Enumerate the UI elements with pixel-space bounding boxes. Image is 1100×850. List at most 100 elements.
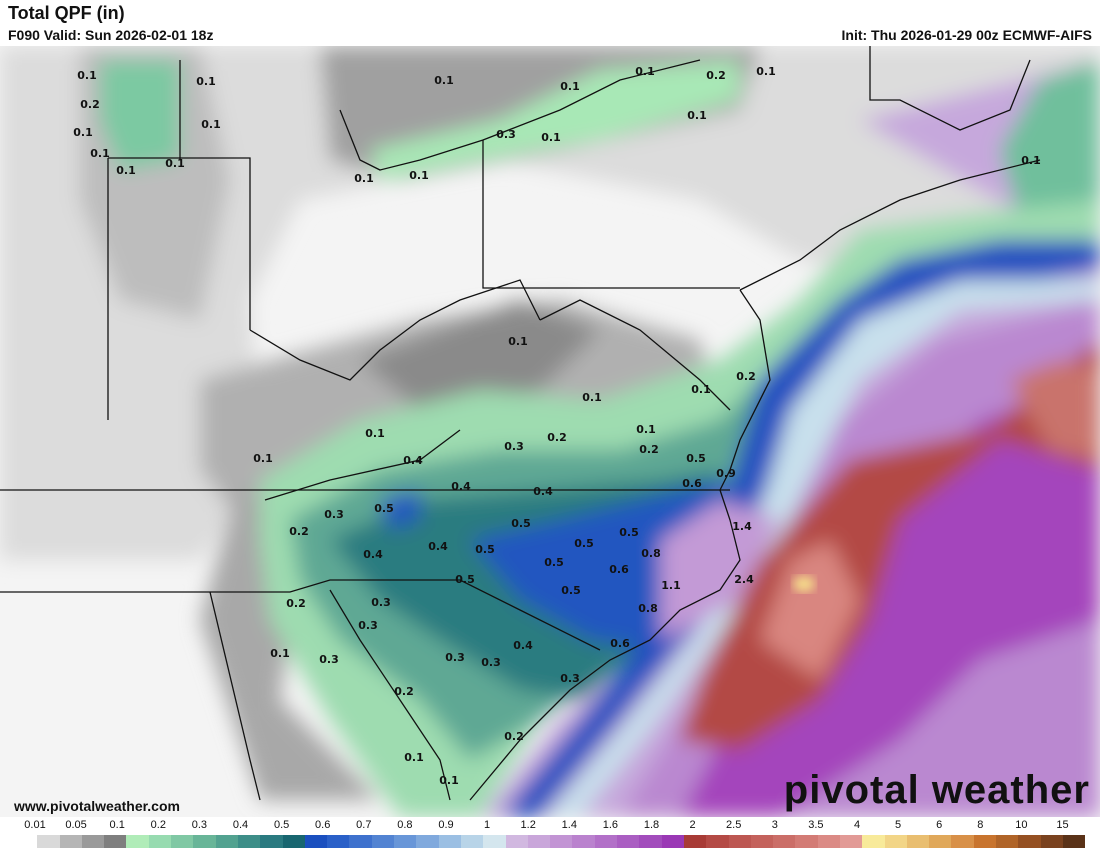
colorbar-label: 3: [771, 819, 778, 831]
qpf-value-label: 0.1: [404, 751, 424, 764]
qpf-value-label: 0.1: [636, 423, 656, 436]
qpf-value-label: 0.1: [270, 647, 290, 660]
colorbar-swatch: [884, 835, 907, 848]
qpf-value-label: 0.6: [609, 563, 629, 576]
qpf-map[interactable]: 0.1 0.1 0.2 0.1 0.1 0.1 0.1 0.1 0.1 0.1 0.1 0.2 0.1 0…: [0, 46, 1100, 817]
colorbar-label: 0.2: [150, 819, 166, 831]
colorbar-label: 1: [484, 819, 491, 831]
qpf-value-label: 0.1: [201, 118, 221, 131]
qpf-value-label: 0.1: [196, 75, 216, 88]
website-url[interactable]: www.pivotalweather.com: [14, 798, 180, 814]
colorbar-label: 1.4: [561, 819, 577, 831]
colorbar-label: 0.4: [232, 819, 249, 831]
colorbar-swatch: [839, 835, 863, 848]
colorbar-swatch: [750, 835, 774, 848]
qpf-value-label: 0.1: [116, 164, 136, 177]
qpf-value-label: 0.5: [475, 543, 495, 556]
qpf-value-label: 0.5: [561, 584, 581, 597]
colorbar-swatch: [505, 835, 528, 848]
value-labels: 0.1 0.1 0.2 0.1 0.1 0.1 0.1 0.1 0.1 0.1 0.1 0.2 0.1 0…: [73, 65, 1041, 787]
colorbar-swatch: [973, 835, 997, 848]
colorbar-label: 0.1: [109, 819, 125, 831]
qpf-value-label: 0.1: [77, 69, 97, 82]
qpf-value-label: 0.5: [374, 502, 394, 515]
qpf-value-label: 0.5: [544, 556, 564, 569]
colorbar-label: 2.5: [726, 819, 742, 831]
colorbar-swatch: [728, 835, 751, 848]
qpf-value-label: 0.2: [639, 443, 659, 456]
qpf-value-label: 0.1: [687, 109, 707, 122]
colorbar-swatch: [37, 835, 60, 848]
colorbar-swatch: [1018, 835, 1041, 848]
qpf-value-label: 0.1: [560, 80, 580, 93]
colorbar-swatch: [996, 835, 1019, 848]
colorbar-swatch: [817, 835, 840, 848]
colorbar-label: 5: [895, 819, 902, 831]
qpf-value-label: 0.3: [371, 596, 391, 609]
colorbar-swatch: [1040, 835, 1063, 848]
colorbar-swatches: [15, 835, 1086, 848]
qpf-value-label: 0.2: [289, 525, 309, 538]
colorbar-swatch: [193, 835, 216, 848]
colorbar-swatch: [795, 835, 818, 848]
qpf-value-label: 0.1: [409, 169, 429, 182]
colorbar-label: 4: [853, 819, 861, 831]
max-precip-spot: [793, 576, 815, 592]
colorbar-swatch: [661, 835, 684, 848]
colorbar-label: 1.6: [602, 819, 619, 831]
qpf-value-label: 0.2: [736, 370, 756, 383]
qpf-value-label: 0.1: [165, 157, 185, 170]
colorbar-label: 0.6: [315, 819, 331, 831]
colorbar: 0.01 0.05 0.1 0.2 0.3 0.4 0.5 0.6 0.7 0.8 0.9 1 1.2 1…: [0, 817, 1100, 850]
colorbar-label: 10: [1015, 819, 1028, 831]
colorbar-swatch: [773, 835, 796, 848]
qpf-value-label: 0.5: [574, 537, 594, 550]
colorbar-swatch: [104, 835, 127, 848]
qpf-value-label: 0.4: [451, 480, 471, 493]
qpf-value-label: 0.1: [508, 335, 528, 348]
map-title: Total QPF (in): [8, 3, 125, 23]
qpf-value-label: 0.4: [363, 548, 383, 561]
qpf-value-label: 0.3: [496, 128, 516, 141]
colorbar-swatch: [483, 835, 506, 848]
qpf-value-label: 0.1: [1021, 154, 1041, 167]
qpf-value-label: 0.1: [635, 65, 655, 78]
qpf-value-label: 0.5: [455, 573, 475, 586]
qpf-value-label: 0.4: [533, 485, 553, 498]
qpf-value-label: 0.3: [319, 653, 339, 666]
header: Total QPF (in) F090 Valid: Sun 2026-02-0…: [0, 0, 1100, 46]
qpf-value-label: 0.2: [394, 685, 414, 698]
colorbar-label: 6: [936, 819, 943, 831]
colorbar-swatch: [371, 835, 395, 848]
colorbar-swatch: [237, 835, 261, 848]
colorbar-label: 3.5: [808, 819, 824, 831]
qpf-value-label: 0.1: [582, 391, 602, 404]
colorbar-swatch: [304, 835, 328, 848]
colorbar-swatch: [639, 835, 662, 848]
colorbar-swatch: [594, 835, 618, 848]
qpf-value-label: 2.4: [734, 573, 754, 586]
colorbar-label: 0.01: [24, 819, 46, 831]
qpf-value-label: 0.1: [90, 147, 110, 160]
qpf-value-label: 0.2: [286, 597, 306, 610]
qpf-value-label: 0.2: [706, 69, 726, 82]
init-time: Init: Thu 2026-01-29 00z ECMWF-AIFS: [841, 27, 1092, 43]
colorbar-swatch: [59, 835, 82, 848]
qpf-value-label: 0.6: [682, 477, 702, 490]
qpf-value-label: 0.6: [610, 637, 630, 650]
colorbar-swatch: [550, 835, 573, 848]
qpf-value-label: 0.1: [756, 65, 776, 78]
qpf-value-label: 0.4: [513, 639, 533, 652]
colorbar-label: 15: [1056, 819, 1069, 831]
qpf-value-label: 0.1: [541, 131, 561, 144]
qpf-value-label: 0.1: [439, 774, 459, 787]
colorbar-swatch: [929, 835, 952, 848]
colorbar-label: 0.5: [273, 819, 290, 831]
colorbar-swatch: [126, 835, 149, 848]
colorbar-swatch: [81, 835, 105, 848]
qpf-value-label: 0.1: [365, 427, 385, 440]
colorbar-swatch: [327, 835, 350, 848]
colorbar-swatch: [572, 835, 595, 848]
colorbar-swatch: [260, 835, 283, 848]
colorbar-swatch: [617, 835, 640, 848]
